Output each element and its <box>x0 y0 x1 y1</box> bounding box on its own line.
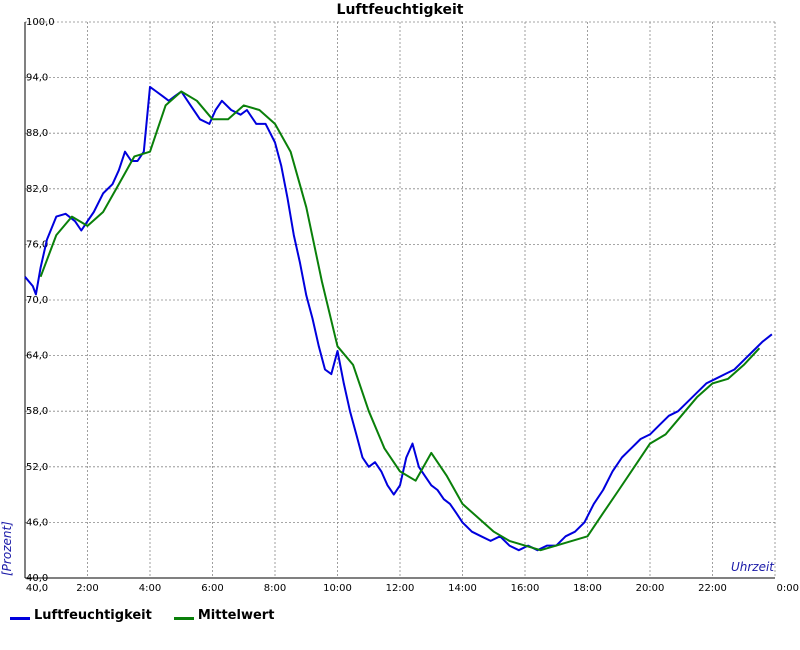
legend-label-luftfeuchtigkeit: Luftfeuchtigkeit <box>34 608 152 623</box>
legend-label-mittelwert: Mittelwert <box>197 608 275 623</box>
y-axis-title: [Prozent] <box>0 521 14 576</box>
legend-swatch-luftfeuchtigkeit <box>10 617 30 620</box>
series-line-mittelwert <box>39 90 761 552</box>
chart-title: Luftfeuchtigkeit <box>337 2 464 18</box>
x-tick-label: 12:00 <box>386 583 415 594</box>
y-tick-label: 70,0 <box>26 295 48 306</box>
y-tick-label: 100,0 <box>26 17 55 28</box>
y-tick-label: 88,0 <box>26 128 48 139</box>
y-tick-label: 94,0 <box>26 73 48 84</box>
x-tick-label: 14:00 <box>448 583 477 594</box>
x-tick-label: 0:00 <box>777 583 799 594</box>
x-tick-label: 18:00 <box>573 583 602 594</box>
y-tick-label: 76,0 <box>26 239 48 250</box>
legend-item-mittelwert: Mittelwert <box>173 608 275 623</box>
x-tick-label: 6:00 <box>201 583 223 594</box>
x-tick-label: 22:00 <box>698 583 727 594</box>
y-tick-label: 58,0 <box>26 406 48 417</box>
series-layer <box>24 85 773 552</box>
y-tick-label: 52,0 <box>26 462 48 473</box>
y-tick-label: 64,0 <box>26 351 48 362</box>
horizontal-gridlines <box>25 21 775 523</box>
x-tick-label: 16:00 <box>511 583 540 594</box>
x-tick-labels: 2:00 4:00 6:00 8:00 10:00 12:00 14:00 16:00 18:0… <box>26 583 799 594</box>
x-tick-label: 10:00 <box>323 583 352 594</box>
y-tick-label: 46,0 <box>26 517 48 528</box>
series-line-luftfeuchtigkeit <box>24 85 773 552</box>
legend-item-luftfeuchtigkeit: Luftfeuchtigkeit <box>10 608 152 623</box>
x-tick-label: 4:00 <box>139 583 161 594</box>
x-tick-label: 2:00 <box>76 583 98 594</box>
x-axis-title: Uhrzeit <box>731 560 775 574</box>
legend-swatch-mittelwert <box>173 617 194 620</box>
y-tick-label: 82,0 <box>26 184 48 195</box>
x-tick-label: 8:00 <box>264 583 286 594</box>
legend: Luftfeuchtigkeit Mittelwert <box>10 608 274 623</box>
x-tick-label: 20:00 <box>636 583 665 594</box>
y-tick-label: 40,0 <box>26 573 48 584</box>
y-tick-labels: 40,0 46,0 52,0 58,0 64,0 70,0 76,0 82,0 88,0 94,0… <box>26 17 55 584</box>
y-tick-label-min: 40,0 <box>26 583 48 594</box>
